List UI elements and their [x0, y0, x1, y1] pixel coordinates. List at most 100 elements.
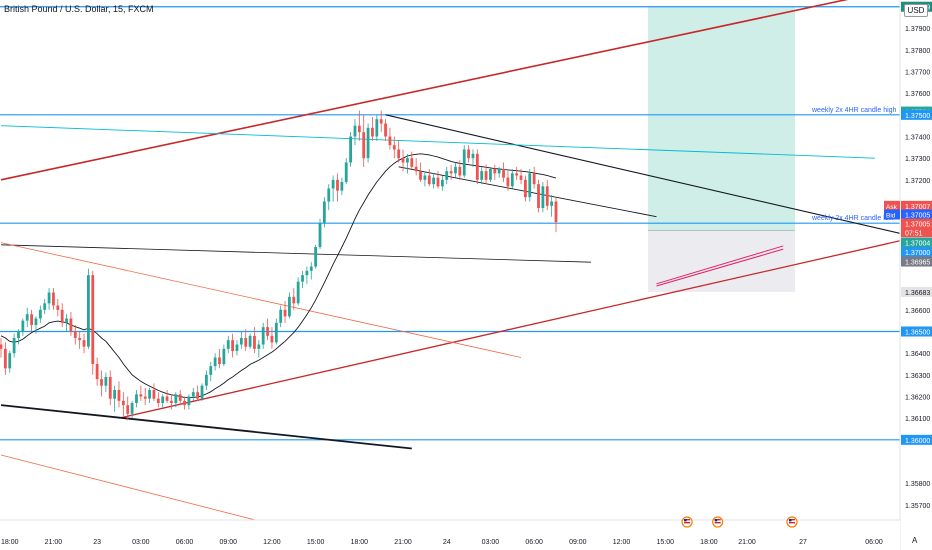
candle-body — [384, 123, 387, 137]
candle-body — [239, 338, 243, 345]
candle — [135, 390, 138, 408]
candle — [283, 301, 287, 323]
candle-body — [410, 158, 414, 167]
price-tag-value: 1.36500 — [905, 330, 930, 337]
candle-body — [170, 400, 173, 403]
candle — [423, 171, 427, 187]
time-tick-label: 06:00 — [865, 539, 883, 546]
auto-scale-button[interactable]: A — [912, 536, 918, 545]
candle — [327, 184, 331, 211]
candle-body — [43, 303, 47, 310]
candle-body — [3, 348, 7, 369]
candle — [139, 385, 143, 401]
us-flag-event-icon[interactable] — [681, 516, 693, 528]
candle-body — [34, 318, 38, 325]
candle — [554, 197, 558, 232]
candle-body — [38, 309, 42, 319]
price-tag-value: 1.37005 — [905, 213, 930, 220]
price-tick-label: 1.37300 — [905, 156, 930, 163]
price-tag-label: Bid — [886, 213, 896, 220]
candle — [288, 292, 291, 319]
candle — [43, 299, 47, 315]
candle-body — [524, 179, 527, 198]
candle-body — [541, 186, 545, 208]
candle — [301, 270, 304, 289]
time-tick-label: 18:00 — [351, 539, 369, 546]
candle — [292, 288, 296, 310]
candle-body — [235, 344, 239, 351]
candle-body — [371, 127, 374, 137]
candle — [226, 335, 230, 354]
flag-stripe — [714, 519, 721, 521]
price-tag-label-bg — [884, 200, 900, 211]
candle-body — [253, 335, 256, 349]
candle-body — [467, 149, 470, 159]
candle-body — [397, 149, 401, 159]
price-tag-bg — [901, 218, 932, 229]
trendline — [0, 454, 281, 527]
candle-body — [296, 281, 300, 304]
candle — [467, 145, 470, 163]
candle — [388, 127, 392, 150]
candle — [156, 392, 160, 408]
candle-body — [497, 169, 501, 174]
candle-body — [187, 396, 191, 406]
candle — [270, 327, 274, 349]
candle — [178, 390, 182, 406]
candle-body — [65, 318, 68, 323]
price-tick-label: 1.35800 — [905, 481, 930, 488]
candle — [121, 392, 125, 416]
candle — [524, 175, 527, 202]
us-flag-event-icon[interactable] — [712, 516, 724, 528]
trendlines — [0, 0, 932, 527]
candle-body — [327, 188, 331, 202]
time-tick-label: 23 — [93, 539, 101, 546]
candle — [532, 166, 536, 189]
candle — [17, 329, 20, 345]
candle-body — [82, 340, 86, 347]
candle — [73, 325, 77, 345]
trendline — [0, 244, 591, 263]
candle-body — [121, 400, 125, 406]
candle — [257, 340, 261, 358]
candle-body — [532, 173, 536, 185]
candle — [52, 288, 55, 310]
candle — [235, 340, 239, 356]
candle-body — [322, 201, 326, 224]
price-tick-label: 1.37200 — [905, 178, 930, 185]
candle-body — [406, 158, 409, 163]
horizontal-levels — [0, 6, 900, 441]
candle — [296, 277, 300, 306]
time-axis[interactable]: 18:00 21:00 23 03:00 06:00 09:00 12:00 15:00 18:… — [0, 519, 900, 550]
candle-body — [95, 364, 99, 380]
candle — [379, 110, 383, 133]
candle-body — [108, 377, 112, 399]
flag-canton — [684, 519, 687, 522]
price-tick-label: 1.37600 — [905, 91, 930, 98]
candle-body — [554, 201, 558, 223]
currency-badge[interactable]: USD — [904, 4, 928, 17]
level-annotation: weekly 2x 4HR candle high — [811, 107, 897, 114]
candle-body — [336, 179, 339, 191]
candle — [336, 173, 339, 202]
candle — [231, 333, 235, 358]
candle — [47, 288, 51, 310]
price-tag-value: 07:51 — [905, 230, 923, 237]
time-tick-label: 27 — [799, 539, 807, 546]
time-tick-label: 18:00 — [700, 539, 718, 546]
candle-body — [340, 182, 344, 191]
candle — [519, 169, 523, 185]
candle — [353, 119, 357, 146]
candle — [493, 164, 497, 180]
candle-body — [222, 348, 226, 364]
price-axis[interactable]: 1.37900 1.37800 1.37700 1.37600 1.37400 1.373… — [899, 0, 932, 550]
candle — [196, 385, 200, 401]
candle-body — [274, 322, 278, 343]
candle — [541, 182, 545, 213]
economic-events[interactable] — [681, 516, 798, 528]
flag-stripe — [684, 519, 691, 521]
time-tick-label: 15:00 — [307, 539, 325, 546]
us-flag-event-icon[interactable] — [786, 516, 798, 528]
time-tick-label: 03:00 — [482, 539, 500, 546]
